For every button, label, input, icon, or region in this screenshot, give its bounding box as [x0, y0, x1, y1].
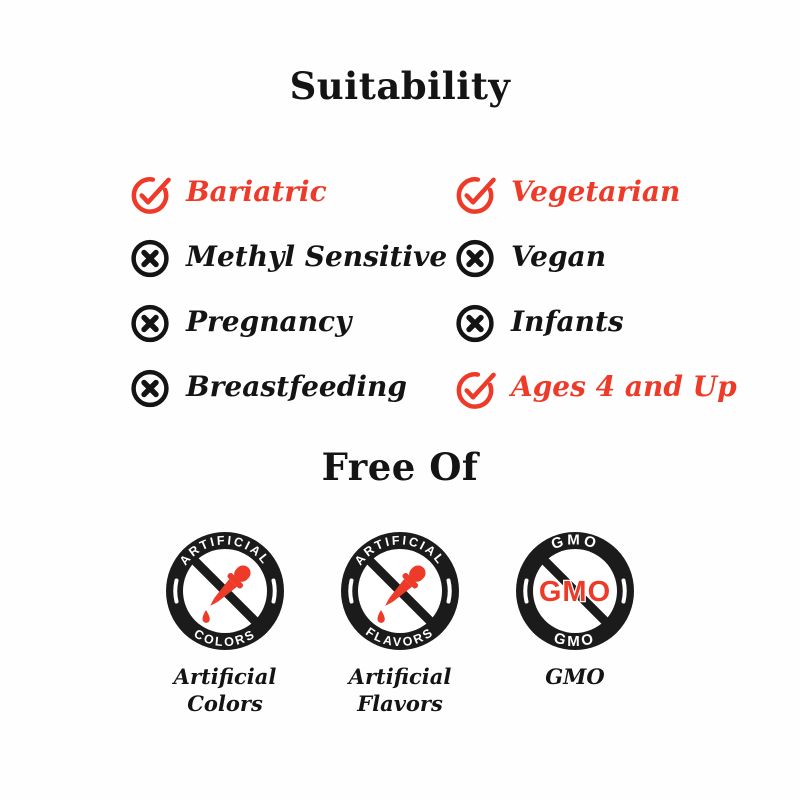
suitability-item-methyl-sensitive: Methyl Sensitive: [100, 237, 447, 279]
x-circle-icon: [456, 239, 494, 277]
x-circle-icon: [131, 239, 169, 277]
suitability-item-ages-4-and-up: Ages 4 and Up: [420, 367, 737, 409]
badge-caption-line: GMO: [545, 664, 605, 689]
suitability-item-label: Vegetarian: [511, 175, 681, 208]
badge-caption: Artificial Colors: [174, 664, 277, 718]
eyedropper-icon: [385, 565, 426, 606]
badge-caption: GMO: [545, 664, 604, 691]
suitability-item-infants: Infants: [420, 302, 700, 344]
ring-dash-left: [173, 578, 179, 604]
x-circle-icon: [456, 304, 494, 342]
badge-caption: Artificial Flavors: [349, 664, 452, 718]
free-of-badges-row: ARTIFICIAL COLORS Artificial Colors: [0, 531, 800, 718]
no-artificial-flavors-badge: ARTIFICIAL FLAVORS: [341, 532, 459, 650]
suitability-item-pregnancy: Pregnancy: [100, 302, 420, 344]
badge-caption-line: Artificial: [173, 664, 277, 689]
eyedropper-icon: [210, 565, 251, 606]
ring-dash-left: [348, 578, 354, 604]
drop-icon: [377, 610, 385, 623]
x-circle-icon: [131, 369, 169, 407]
ring-dash-left: [523, 578, 529, 604]
ring-dash-right: [621, 578, 627, 604]
badge-caption-line: Colors: [187, 690, 263, 716]
no-gmo-badge: GMO GMO GMO: [516, 531, 634, 650]
suitability-item-label: Breastfeeding: [186, 370, 407, 403]
suitability-item-label: Infants: [511, 305, 624, 338]
free-of-item-artificial-flavors: ARTIFICIAL FLAVORS Artificial Flavors: [313, 531, 488, 718]
suitability-item-vegan: Vegan: [420, 237, 700, 279]
drop-icon: [202, 610, 210, 623]
suitability-item-vegetarian: Vegetarian: [420, 172, 700, 214]
badge-caption-line: Flavors: [357, 690, 443, 716]
badge-caption-line: Artificial: [348, 664, 452, 689]
check-circle-icon: [456, 176, 496, 214]
suitability-grid: Bariatric Vegetarian Methyl Sensitive Ve…: [100, 172, 737, 409]
suitability-item-label: Pregnancy: [186, 305, 352, 338]
badge-center-text: GMO: [539, 576, 611, 608]
suitability-item-label: Bariatric: [186, 175, 327, 208]
slash-line: [536, 552, 614, 630]
badge-ring-bottom-text: GMO: [552, 629, 598, 650]
no-artificial-colors-badge: ARTIFICIAL COLORS: [166, 532, 284, 650]
suitability-item-label: Methyl Sensitive: [186, 240, 448, 273]
ring-dash-right: [271, 578, 277, 604]
suitability-item-breastfeeding: Breastfeeding: [100, 367, 420, 409]
free-of-title: Free Of: [321, 445, 479, 489]
suitability-item-label: Ages 4 and Up: [511, 370, 737, 403]
check-circle-icon: [456, 371, 496, 409]
free-of-item-gmo: GMO GMO GMO GMO: [488, 531, 663, 718]
check-circle-icon: [131, 176, 171, 214]
suitability-item-label: Vegan: [511, 240, 607, 273]
suitability-item-bariatric: Bariatric: [100, 172, 420, 214]
badge-ring-top-text: GMO: [549, 531, 601, 553]
free-of-item-artificial-colors: ARTIFICIAL COLORS Artificial Colors: [138, 531, 313, 718]
x-circle-icon: [131, 304, 169, 342]
ring-dash-right: [446, 578, 452, 604]
suitability-title: Suitability: [289, 64, 511, 108]
